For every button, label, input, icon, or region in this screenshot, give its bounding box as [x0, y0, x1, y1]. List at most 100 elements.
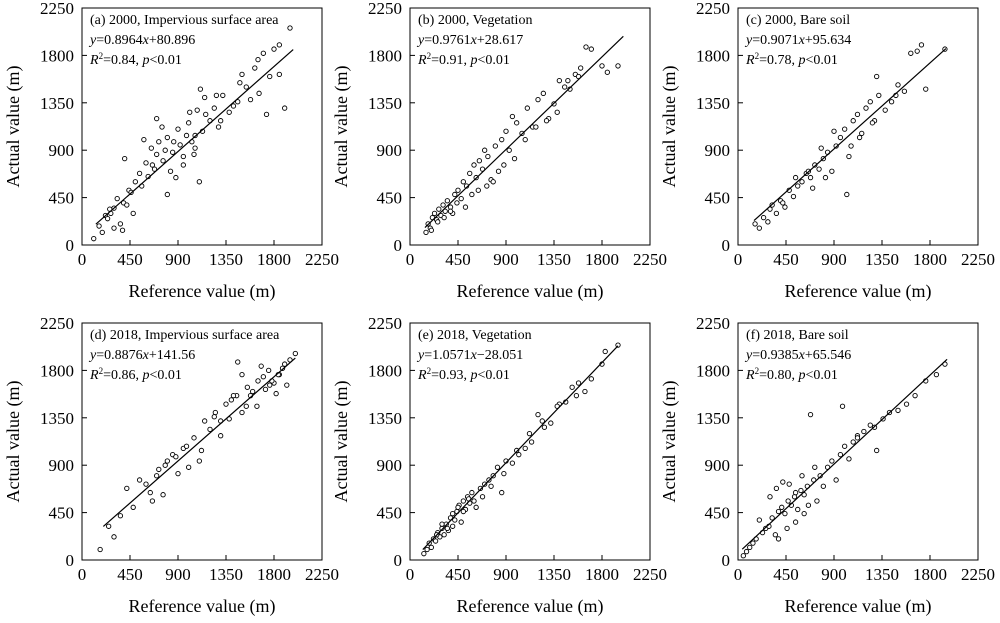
- data-point: [599, 63, 605, 69]
- y-tick-label: 1800: [696, 46, 730, 65]
- data-point: [814, 498, 820, 504]
- data-point: [203, 111, 209, 118]
- x-tick-label: 1350: [209, 250, 243, 269]
- panel-label: (e) 2018, Vegetation: [418, 328, 532, 343]
- data-point: [154, 151, 160, 158]
- data-point: [455, 187, 461, 193]
- x-tick-label: 450: [773, 250, 799, 269]
- x-tick-label: 2250: [961, 565, 995, 584]
- data-point: [266, 367, 272, 374]
- panel-label: (a) 2000, Impervious surface area: [90, 13, 279, 28]
- data-point: [442, 208, 448, 214]
- data-point: [180, 162, 186, 168]
- data-point: [810, 185, 816, 191]
- y-tick-label: 2250: [40, 0, 74, 18]
- data-point: [458, 196, 464, 202]
- data-point: [450, 511, 456, 517]
- data-point: [235, 359, 241, 365]
- data-point: [471, 162, 477, 168]
- data-point: [820, 483, 826, 489]
- data-point: [99, 229, 105, 236]
- data-point: [164, 134, 170, 141]
- data-point: [548, 420, 554, 426]
- data-point: [122, 155, 128, 162]
- data-point: [175, 126, 181, 132]
- data-point: [148, 145, 154, 151]
- x-axis-title: Reference value (m): [785, 596, 932, 617]
- data-point: [186, 464, 192, 470]
- data-point: [829, 458, 835, 464]
- data-point: [441, 532, 447, 538]
- plot-frame: [81, 322, 323, 561]
- data-point: [211, 105, 217, 111]
- x-axis-title: Reference value (m): [129, 281, 276, 302]
- data-point: [747, 544, 753, 551]
- regression-line: [424, 35, 624, 229]
- data-point: [202, 94, 208, 101]
- data-point: [846, 456, 852, 462]
- data-point: [111, 225, 117, 231]
- data-point: [154, 115, 160, 122]
- data-point: [501, 470, 507, 477]
- x-axis-title: Reference value (m): [457, 596, 604, 617]
- data-point: [167, 168, 174, 174]
- x-tick-label: 450: [445, 250, 471, 269]
- panel-label: (c) 2000, Bare soil: [746, 13, 850, 28]
- x-tick-label: 450: [117, 565, 143, 584]
- data-point: [276, 42, 282, 48]
- data-point: [475, 187, 481, 193]
- x-tick-label: 0: [78, 565, 87, 584]
- plot-frame: [409, 7, 651, 246]
- data-point: [750, 540, 756, 546]
- x-axis-title: Reference value (m): [785, 281, 932, 302]
- data-point: [488, 483, 494, 489]
- data-point: [130, 504, 136, 510]
- data-point: [882, 107, 888, 113]
- data-point: [428, 227, 434, 233]
- data-point: [192, 132, 198, 139]
- r-squared-text: R2=0.91, p<0.01: [417, 51, 510, 68]
- data-point: [287, 25, 293, 31]
- y-tick-label: 2250: [696, 0, 730, 18]
- data-point: [477, 485, 484, 492]
- data-point: [254, 403, 260, 409]
- data-point: [933, 371, 940, 378]
- regression-equation: y=1.0571x−28.051: [416, 348, 523, 363]
- data-point: [471, 498, 477, 504]
- regression-equation: y=0.9071x+95.634: [744, 33, 851, 48]
- y-axis-title: Actual value (m): [659, 381, 680, 503]
- data-point: [460, 498, 466, 504]
- y-tick-label: 2250: [368, 314, 402, 333]
- data-point: [444, 198, 450, 204]
- x-tick-label: 1800: [913, 250, 947, 269]
- data-point: [447, 208, 454, 214]
- data-point: [439, 521, 445, 527]
- data-point: [604, 69, 610, 75]
- data-point: [160, 158, 166, 164]
- data-point: [454, 200, 460, 206]
- data-point: [218, 433, 224, 439]
- data-point: [511, 155, 518, 162]
- data-point: [198, 447, 205, 454]
- data-point: [901, 88, 908, 94]
- plot-frame: [409, 322, 651, 561]
- data-point: [859, 130, 865, 136]
- data-point: [455, 504, 461, 510]
- data-point: [499, 137, 505, 143]
- data-point: [239, 371, 245, 378]
- data-point: [170, 149, 176, 155]
- data-point: [786, 481, 792, 487]
- plot-frame: [81, 7, 323, 246]
- data-point: [495, 168, 502, 174]
- data-point: [130, 210, 136, 217]
- x-tick-label: 1800: [913, 565, 947, 584]
- data-point: [842, 126, 848, 132]
- data-point: [782, 204, 788, 210]
- data-point: [583, 44, 589, 50]
- data-point: [117, 221, 124, 227]
- data-point: [602, 348, 608, 355]
- panel-label: (f) 2018, Bare soil: [746, 328, 849, 343]
